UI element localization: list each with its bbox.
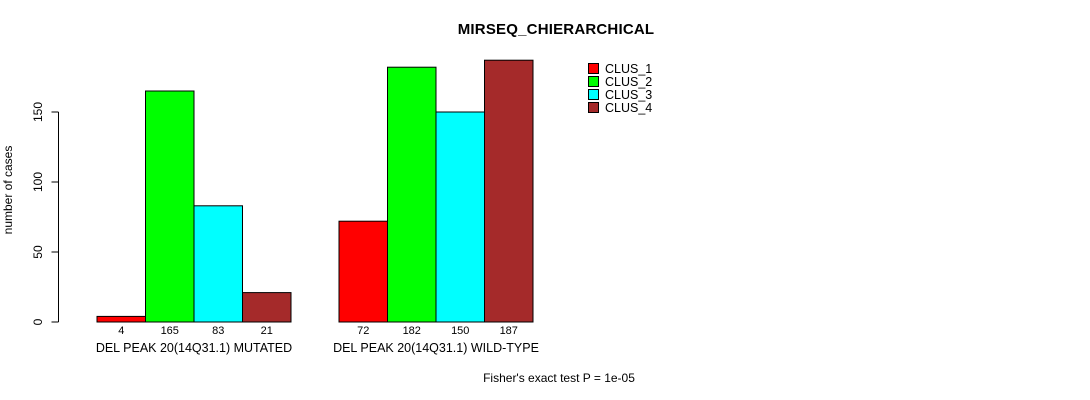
y-axis-tick-label: 150 xyxy=(31,102,45,122)
bar-clus_1-group2 xyxy=(338,220,388,323)
bar-value-label: 4 xyxy=(118,325,124,337)
bar-clus_3-group1 xyxy=(193,205,243,323)
bar-value-label: 21 xyxy=(261,325,273,337)
bar-clus_4-group2 xyxy=(484,59,534,323)
bar-value-label: 83 xyxy=(212,325,224,337)
bar-clus_3-group2 xyxy=(435,111,485,323)
legend-swatch-clus_1 xyxy=(588,63,599,74)
bar-value-label: 150 xyxy=(451,325,469,337)
bar-clus_1-group1 xyxy=(96,315,146,323)
legend-row: CLUS_3 xyxy=(588,87,653,102)
legend-label: CLUS_1 xyxy=(605,61,653,76)
y-axis-tick-label: 0 xyxy=(31,318,45,325)
legend-label: CLUS_3 xyxy=(605,87,653,102)
y-axis-tick-label: 50 xyxy=(31,245,45,259)
bar-value-label: 165 xyxy=(161,325,179,337)
y-axis-label: number of cases xyxy=(1,146,15,235)
legend-row: CLUS_2 xyxy=(588,74,653,89)
bar-value-label: 72 xyxy=(357,325,369,337)
legend-swatch-clus_4 xyxy=(588,102,599,113)
chart-title: MIRSEQ_CHIERARCHICAL xyxy=(457,21,655,38)
fisher-test-annotation: Fisher's exact test P = 1e-05 xyxy=(483,371,635,385)
legend-label: CLUS_2 xyxy=(605,74,653,89)
legend-label: CLUS_4 xyxy=(605,100,653,115)
x-axis-group-label-1: DEL PEAK 20(14Q31.1) MUTATED xyxy=(96,341,292,355)
y-axis-tick-label: 100 xyxy=(31,172,45,192)
legend-row: CLUS_1 xyxy=(588,61,653,76)
bar-value-label: 182 xyxy=(403,325,421,337)
bar-value-label: 187 xyxy=(500,325,518,337)
bar-clus_4-group1 xyxy=(242,292,292,323)
legend-row: CLUS_4 xyxy=(588,100,653,115)
bar-clus_2-group2 xyxy=(387,66,437,323)
bar-clus_2-group1 xyxy=(145,90,195,323)
legend-swatch-clus_2 xyxy=(588,76,599,87)
x-axis-group-label-2: DEL PEAK 20(14Q31.1) WILD-TYPE xyxy=(333,341,539,355)
legend: CLUS_1 CLUS_2 CLUS_3 CLUS_4 xyxy=(588,61,653,115)
legend-swatch-clus_3 xyxy=(588,89,599,100)
